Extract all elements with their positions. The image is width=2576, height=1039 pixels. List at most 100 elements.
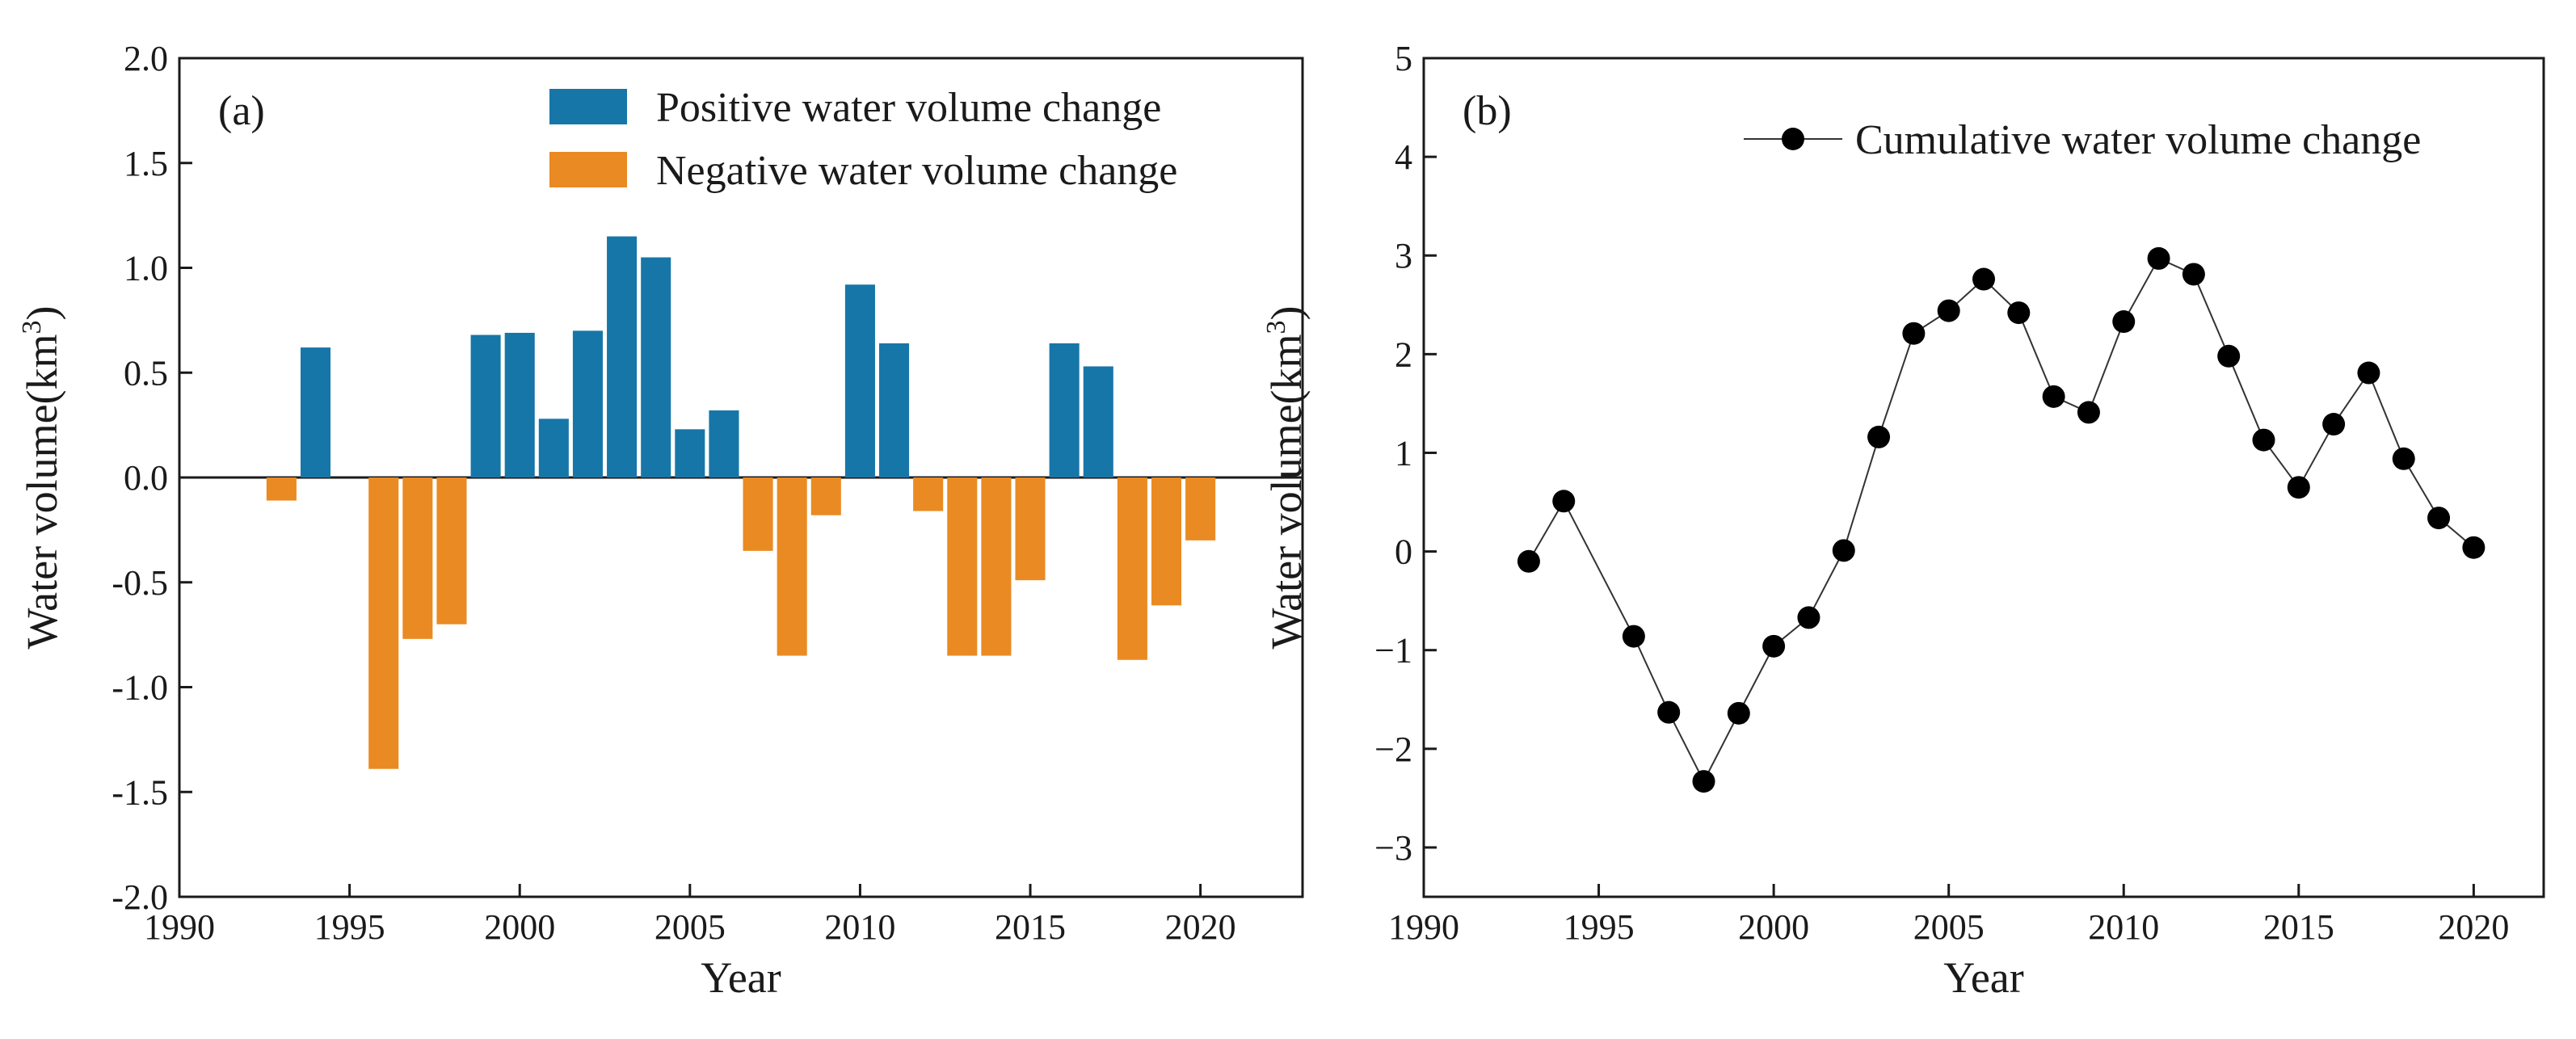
bar-positive [300, 347, 331, 477]
bar-negative [777, 477, 807, 656]
bar-positive [572, 330, 603, 477]
y-tick-label: 1.5 [124, 144, 168, 183]
x-tick-label: 2005 [655, 907, 726, 947]
y-tick-label: 2 [1395, 334, 1412, 374]
x-tick-label: 1990 [144, 907, 215, 947]
y-axis-label-close: ) [18, 305, 66, 320]
x-axis-label: Year [701, 953, 781, 1002]
panel-b-line-chart: 5 4 3 2 1 0 −1 −2 −3 1990 1995 2000 2005 2010 2015 2020… [1261, 39, 2545, 1002]
bar-negative [368, 477, 399, 769]
bar-positive [504, 332, 535, 477]
data-point [1902, 322, 1926, 345]
legend-label: Cumulative water volume change [1855, 117, 2421, 163]
bar-positive [709, 410, 739, 477]
data-point [2392, 447, 2415, 470]
legend-label-negative: Negative water volume change [656, 148, 1177, 194]
y-tick-label: -2.0 [112, 877, 168, 917]
bar-positive [538, 419, 569, 477]
x-tick-label: 2010 [824, 907, 895, 947]
data-point [2077, 401, 2100, 424]
data-point [1657, 700, 1681, 724]
data-point [2252, 428, 2275, 452]
bar-positive [641, 257, 671, 477]
y-tick-label: 1.0 [124, 249, 168, 288]
data-point [2287, 476, 2310, 499]
bar-negative [1015, 477, 1046, 581]
y-tick-label: -1.5 [112, 772, 168, 812]
x-tick-label: 2020 [2438, 907, 2509, 947]
y-axis-label-text: Water volume(km [1262, 334, 1311, 649]
data-point [1937, 299, 1960, 322]
bar-negative [1151, 477, 1182, 606]
bar-negative [1117, 477, 1147, 660]
plot-frame [1422, 57, 2545, 898]
y-tick-label: 1 [1395, 433, 1412, 473]
data-point [2462, 536, 2486, 559]
y-tick-label: 4 [1395, 137, 1412, 177]
bar-positive [1083, 366, 1113, 477]
y-axis-label-close: ) [1262, 305, 1311, 320]
x-tick-label: 2000 [484, 907, 555, 947]
x-axis-label: Year [1943, 953, 2024, 1002]
legend-swatch-positive [549, 89, 627, 124]
legend-label-positive: Positive water volume change [656, 85, 1161, 131]
y-tick-label: -1.0 [112, 668, 168, 708]
data-point [1762, 634, 1786, 658]
y-axis-label-superscript: 3 [1261, 320, 1291, 334]
data-point [2322, 413, 2346, 436]
bar-positive [879, 343, 910, 477]
legend-swatch-negative [549, 152, 627, 187]
y-tick-label: 3 [1395, 236, 1412, 276]
data-point [2427, 507, 2451, 530]
y-tick-label: 0 [1395, 532, 1412, 572]
x-tick-label: 2005 [1913, 907, 1985, 947]
x-tick-label: 2015 [995, 907, 1066, 947]
y-axis-label-text: Water volume(km [18, 334, 66, 649]
bar-negative [402, 477, 433, 639]
data-point [1552, 490, 1576, 513]
panel-label: (b) [1463, 88, 1512, 134]
y-tick-label: 0.5 [124, 353, 168, 393]
data-point [2147, 246, 2170, 270]
y-axis-label: Water volume(km3) [17, 305, 66, 649]
bar-negative [436, 477, 467, 625]
bar-positive [675, 429, 705, 477]
x-tick-label: 1990 [1388, 907, 1459, 947]
data-point [2182, 263, 2205, 286]
data-point [2042, 385, 2065, 408]
bar-positive [844, 284, 875, 477]
panel-label: (a) [218, 88, 265, 134]
data-point [1517, 549, 1540, 573]
x-tick-label: 1995 [314, 907, 385, 947]
y-tick-label: 0.0 [124, 458, 168, 498]
bar-negative [947, 477, 978, 656]
data-point [1867, 425, 1891, 448]
data-point [1727, 701, 1750, 725]
bar-positive [1049, 343, 1080, 477]
data-point [2217, 344, 2241, 368]
data-point [2007, 301, 2031, 325]
y-tick-label: −1 [1374, 631, 1412, 671]
data-point [2112, 310, 2136, 334]
bar-negative [913, 477, 944, 511]
bar-negative [266, 477, 297, 501]
bar-positive [607, 236, 638, 477]
y-axis-label: Water volume(km3) [1261, 305, 1311, 649]
bar-negative [810, 477, 841, 515]
y-tick-label: 5 [1395, 39, 1412, 78]
data-point [1692, 770, 1715, 793]
x-tick-label: 2000 [1738, 907, 1809, 947]
data-point [2357, 361, 2380, 385]
y-tick-label: −3 [1374, 828, 1412, 868]
y-tick-label: −2 [1374, 730, 1412, 769]
x-tick-label: 2015 [2263, 907, 2334, 947]
bar-negative [1185, 477, 1216, 541]
data-point [1622, 625, 1645, 648]
data-point [1797, 606, 1820, 629]
data-point [1972, 267, 1995, 291]
legend-marker [1782, 128, 1804, 150]
bar-negative [981, 477, 1012, 656]
x-tick-label: 2010 [2088, 907, 2159, 947]
